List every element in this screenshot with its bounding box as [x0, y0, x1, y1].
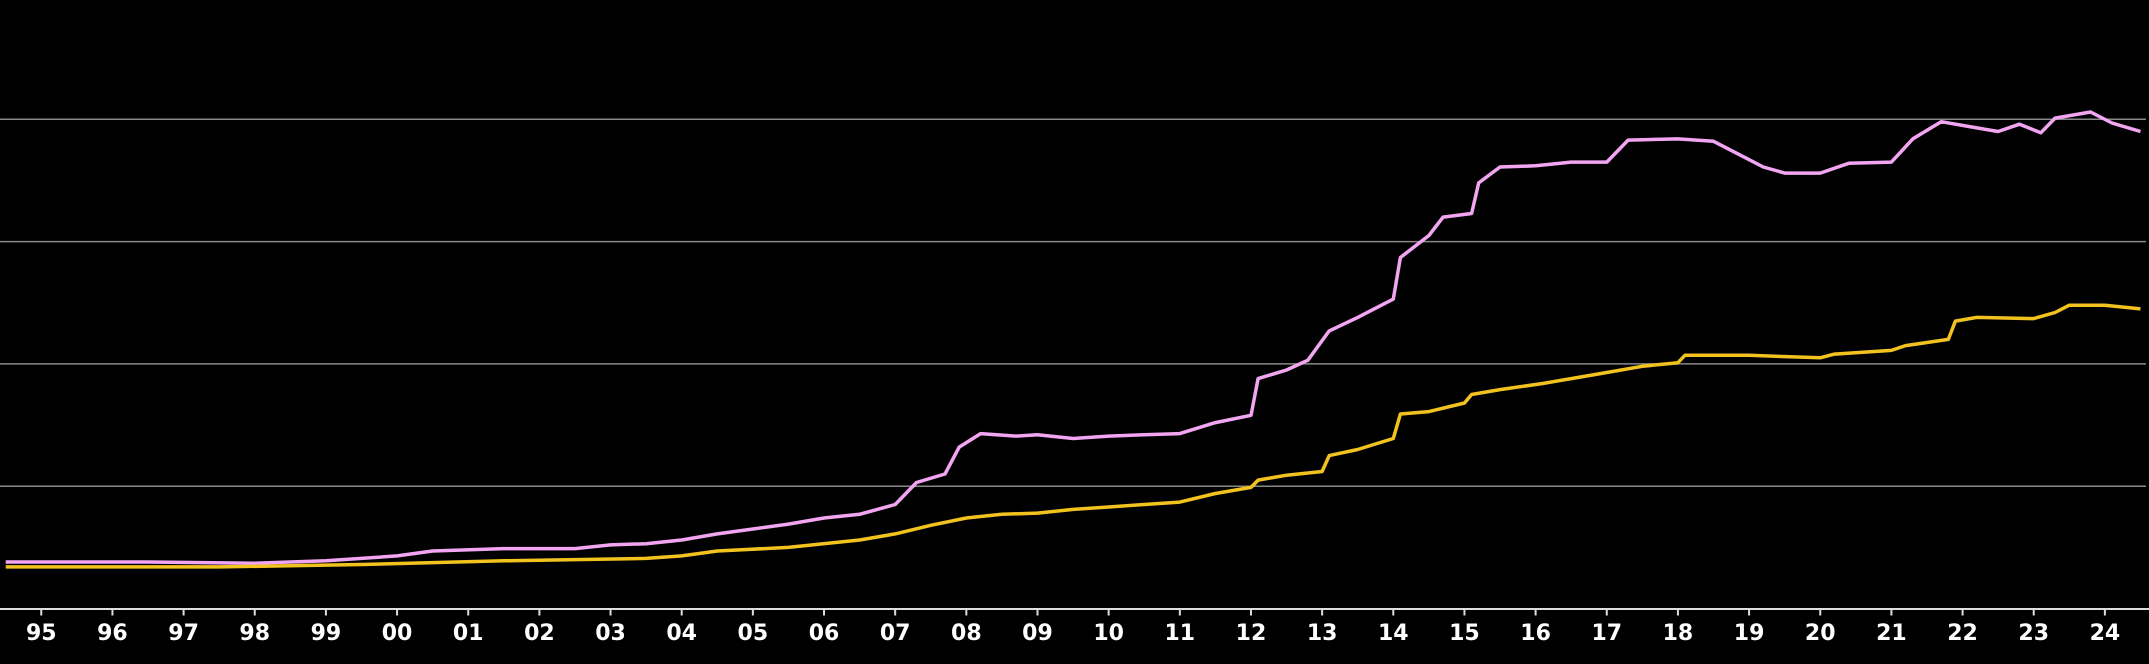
x-tick-label: 98 [239, 621, 270, 646]
x-tick-label: 99 [311, 621, 342, 646]
x-tick-label: 97 [168, 621, 199, 646]
x-tick-label: 17 [1591, 621, 1622, 646]
x-tick-label: 16 [1520, 621, 1551, 646]
x-tick-label: 22 [1947, 621, 1978, 646]
x-tick-label: 95 [26, 621, 57, 646]
x-tick-label: 15 [1449, 621, 1480, 646]
x-tick-label: 19 [1734, 621, 1765, 646]
x-tick-label: 09 [1022, 621, 1053, 646]
x-tick-label: 04 [666, 621, 697, 646]
x-tick-label: 13 [1307, 621, 1338, 646]
data-line [5, 110, 2142, 565]
x-tick-label: 23 [2018, 621, 2049, 646]
x-tick-label: 00 [382, 621, 413, 646]
x-tick-label: 06 [809, 621, 840, 646]
x-tick-label: 96 [97, 621, 128, 646]
x-tick-label: 10 [1093, 621, 1124, 646]
x-tick-label: 05 [738, 621, 769, 646]
x-tick-label: 03 [595, 621, 626, 646]
x-tick-label: 11 [1165, 621, 1196, 646]
x-tick-label: 02 [524, 621, 555, 646]
x-tick-label: 08 [951, 621, 982, 646]
x-tick-label: 20 [1805, 621, 1836, 646]
x-tick-label: 21 [1876, 621, 1907, 646]
x-tick-label: 14 [1378, 621, 1409, 646]
x-tick-label: 01 [453, 621, 484, 646]
x-tick-label: 12 [1236, 621, 1267, 646]
x-tick-label: 18 [1663, 621, 1694, 646]
x-tick-label: 24 [2090, 621, 2121, 646]
data-line [5, 303, 2141, 569]
x-tick-label: 07 [880, 621, 911, 646]
